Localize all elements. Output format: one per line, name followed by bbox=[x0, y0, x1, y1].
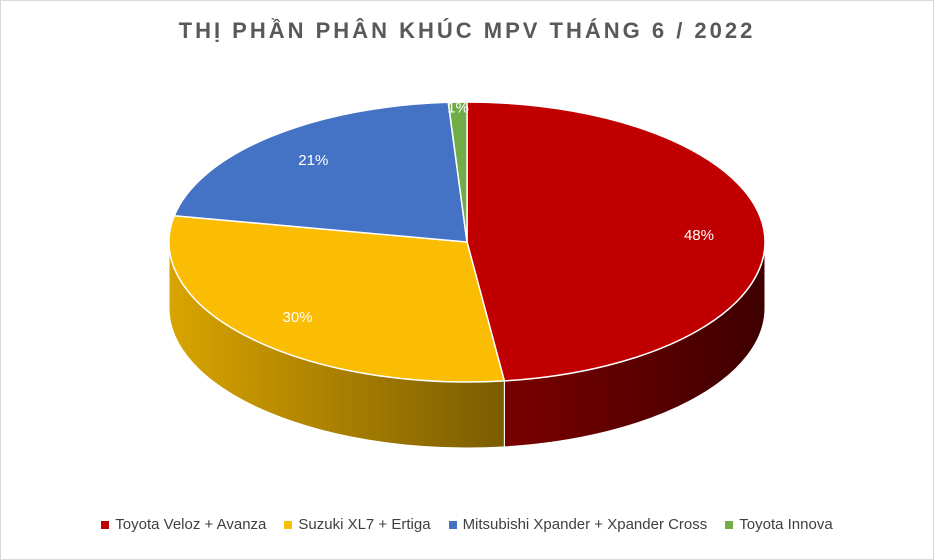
legend-swatch bbox=[725, 520, 734, 529]
legend-swatch bbox=[448, 520, 457, 529]
data-label-toyota-innova: 1% bbox=[447, 100, 469, 117]
legend-item-suzuki-xl7-ertiga[interactable]: Suzuki XL7 + Ertiga bbox=[284, 516, 431, 533]
pie-slice-toyota-veloz-avanza[interactable] bbox=[466, 101, 766, 382]
pie-slice-suzuki-xl7-ertiga[interactable] bbox=[168, 214, 506, 383]
pie-slice-toyota-innova[interactable] bbox=[447, 101, 468, 243]
legend-swatch bbox=[101, 520, 110, 529]
legend-label: Toyota Veloz + Avanza bbox=[115, 516, 267, 533]
chart-title: THỊ PHẦN PHÂN KHÚC MPV THÁNG 6 / 2022 bbox=[178, 18, 756, 43]
data-label-toyota-veloz-avanza: 48% bbox=[684, 227, 714, 244]
legend: Toyota Veloz + Avanza Suzuki XL7 + Ertiga… bbox=[0, 516, 934, 533]
pie-slice-mitsubishi-xpander-xpander-cross[interactable] bbox=[173, 101, 468, 243]
legend-item-toyota-veloz-avanza[interactable]: Toyota Veloz + Avanza bbox=[101, 516, 266, 533]
data-label-suzuki-xl7-ertiga: 30% bbox=[283, 309, 313, 326]
legend-item-toyota-innova[interactable]: Toyota Innova bbox=[725, 516, 833, 533]
legend-label: Toyota Innova bbox=[739, 516, 833, 533]
legend-label: Suzuki XL7 + Ertiga bbox=[298, 516, 431, 533]
legend-item-mitsubishi-xpander-xpander-cross[interactable]: Mitsubishi Xpander + Xpander Cross bbox=[448, 516, 708, 533]
legend-swatch bbox=[284, 520, 293, 529]
legend-label: Mitsubishi Xpander + Xpander Cross bbox=[462, 516, 708, 533]
data-label-mitsubishi-xpander-xpander-cross: 21% bbox=[298, 152, 328, 169]
